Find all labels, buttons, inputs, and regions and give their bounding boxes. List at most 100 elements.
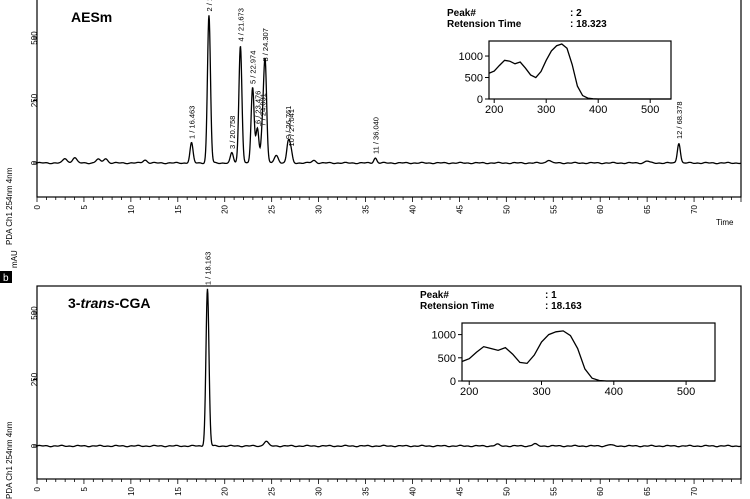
bottom-x-tick-label: 10 [127,486,136,495]
bottom-inset-y-tick-label: 500 [438,353,456,365]
bottom-inset-x-tick-label: 300 [532,386,550,398]
top-inset-x-tick-label: 200 [485,104,503,116]
bottom-y-axis-ticks: 0 250 500 [30,306,39,448]
top-peak-label: 2 / 18.323 [205,0,214,12]
top-inset-frame [488,40,672,100]
bottom-x-tick-label: 35 [362,486,371,495]
top-sample-label: AESm [71,9,112,25]
top-y-tick-label: 500 [30,31,39,45]
bottom-inset-x-tick-label: 500 [677,386,695,398]
top-inset-x-tick-label: 300 [537,104,555,116]
bottom-unit-label: mAU [10,250,19,268]
top-peak-number-value: : 2 [570,8,582,19]
top-peak-label: 3 / 20.758 [228,116,237,149]
top-x-tick-label: 70 [690,204,699,213]
bottom-inset-spectrum: 0 500 1000 200 300 400 500 [432,322,716,398]
top-inset-y-tick-label: 500 [465,73,483,85]
bottom-retention-time-label: Retension Time [420,301,495,312]
bottom-sample-label-suffix: -CGA [115,295,151,311]
top-inset-x-ticks: 200 300 400 500 [485,99,659,116]
bottom-plot-frame [36,285,742,480]
top-x-tick-label: 40 [408,204,417,213]
top-peak-label: 4 / 21.673 [236,8,245,41]
top-y-tick-label: 0 [30,160,39,165]
top-peak-number-label: Peak# [447,8,476,19]
bottom-inset-x-ticks: 200 300 400 500 [460,381,695,398]
top-plot-frame [36,0,742,198]
bottom-x-tick-label: 45 [455,486,464,495]
top-x-tick-label: 35 [362,204,371,213]
bottom-inset-x-tick-label: 400 [605,386,623,398]
bottom-y-tick-label: 0 [30,443,39,448]
bottom-x-tick-label: 25 [268,486,277,495]
top-peak-label: 10 / 27.041 [287,109,296,147]
bottom-x-tick-label: 55 [549,486,558,495]
top-x-tick-label: 65 [643,204,652,213]
top-retention-time-label: Retension Time [447,19,522,30]
top-peak-label: 5 / 22.974 [249,51,258,84]
bottom-ylabel: PDA Ch1 254nm 4nm [5,421,14,499]
top-inset-y-ticks: 0 500 1000 [459,51,489,106]
top-retention-time-value: : 18.323 [570,19,607,30]
top-x-tick-label: 0 [33,204,42,209]
panel-letter-box [0,271,12,283]
top-y-tick-label: 250 [30,93,39,107]
bottom-inset-frame [461,322,716,382]
bottom-sample-label: 3-trans-CGA [68,295,150,311]
top-x-tick-label: 5 [80,204,89,209]
top-x-tick-label: 50 [502,204,511,213]
bottom-x-axis-ticks: 0 5 10 15 20 25 30 35 40 45 50 55 60 65 70 [33,479,742,496]
top-x-tick-label: 15 [174,204,183,213]
top-chromatogram-trace [36,15,741,165]
top-inset-spectrum: 0 500 1000 200 300 400 500 [459,40,672,116]
top-inset-y-tick-label: 0 [477,94,483,106]
top-inset-y-tick-label: 1000 [459,51,483,63]
bottom-x-tick-label: 65 [643,486,652,495]
top-x-tick-label: 60 [596,204,605,213]
bottom-y-tick-label: 250 [30,372,39,386]
top-xlabel: Time [716,218,734,227]
bottom-inset-y-ticks: 0 500 1000 [432,330,462,388]
top-x-tick-label: 20 [221,204,230,213]
bottom-x-tick-label: 20 [221,486,230,495]
top-x-tick-label: 10 [127,204,136,213]
top-x-tick-label: 30 [315,204,324,213]
bottom-x-tick-label: 40 [408,486,417,495]
top-peak-label: 11 / 36.040 [371,117,380,154]
bottom-inset-y-tick-label: 0 [450,376,456,388]
top-x-tick-label: 25 [268,204,277,213]
top-peak-labels: 1 / 16.463 2 / 18.323 3 / 20.758 4 / 21.673… [188,0,684,154]
top-inset-x-tick-label: 400 [589,104,607,116]
top-x-tick-label: 45 [455,204,464,213]
bottom-peak-number-label: Peak# [420,290,449,301]
bottom-inset-x-tick-label: 200 [460,386,478,398]
top-peak-label: 1 / 16.463 [188,106,197,139]
bottom-y-tick-label: 500 [30,306,39,320]
bottom-peak-labels: 1 / 18.163 [203,252,212,285]
top-y-axis-ticks: 0 250 500 [30,31,39,165]
bottom-inset-y-tick-label: 1000 [432,330,456,342]
top-inset-x-tick-label: 500 [641,104,659,116]
bottom-x-tick-label: 0 [33,486,42,491]
top-peak-label: 8 / 24.307 [261,28,270,61]
bottom-x-tick-label: 15 [174,486,183,495]
top-ylabel: PDA Ch1 254nm 4nm [5,167,14,245]
bottom-retention-time-value: : 18.163 [545,301,582,312]
top-x-tick-label: 55 [549,204,558,213]
bottom-chromatogram-trace [36,288,741,448]
bottom-peak-number-value: : 1 [545,290,557,301]
bottom-sample-label-italic: trans [80,295,114,311]
bottom-x-tick-label: 5 [80,486,89,491]
bottom-peak-label: 1 / 18.163 [203,252,212,285]
panel-letter: b [3,273,9,284]
bottom-x-tick-label: 60 [596,486,605,495]
bottom-inset-spectrum-trace [461,330,715,382]
bottom-x-tick-label: 50 [502,486,511,495]
top-peak-label: 6 / 23.476 [253,91,262,124]
top-peak-label: 7 / 24.031 [259,93,268,126]
bottom-x-tick-label: 70 [690,486,699,495]
top-peak-label: 12 / 68.378 [675,101,684,139]
